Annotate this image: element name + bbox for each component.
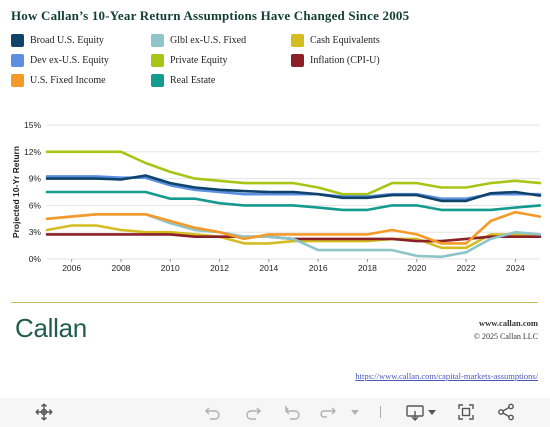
x-tick-label: 2020 (407, 263, 426, 272)
legend-item[interactable]: Real Estate (151, 74, 215, 87)
y-tick-label: 15% (24, 120, 41, 130)
share-icon[interactable] (496, 402, 516, 422)
forward-dropdown-icon[interactable] (345, 402, 365, 422)
legend-swatch (11, 34, 24, 47)
legend-item[interactable]: Cash Equivalents (291, 34, 380, 47)
legend-label: Dev ex-U.S. Equity (30, 55, 109, 66)
y-tick-label: 12% (24, 147, 41, 157)
x-tick-label: 2018 (358, 263, 377, 272)
source-link[interactable]: https://www.callan.com/capital-markets-a… (355, 371, 538, 381)
website-text: www.callan.com (478, 318, 538, 328)
legend-label: U.S. Fixed Income (30, 75, 106, 86)
undo-icon[interactable] (203, 402, 223, 422)
legend-swatch (151, 34, 164, 47)
y-tick-label: 3% (29, 227, 42, 237)
legend-item[interactable]: Broad U.S. Equity (11, 34, 104, 47)
x-tick-label: 2016 (309, 263, 328, 272)
viz-toolbar (0, 398, 550, 427)
series-line (45, 210, 542, 245)
legend-label: Private Equity (170, 55, 228, 66)
chart-legend: Broad U.S. Equity Glbl ex-U.S. Fixed Cash … (11, 34, 441, 94)
legend-label: Broad U.S. Equity (30, 35, 104, 46)
toolbar-separator (380, 406, 381, 418)
x-tick-label: 2024 (506, 263, 525, 272)
reset-icon[interactable] (283, 402, 303, 422)
x-tick-label: 2014 (259, 263, 278, 272)
redo-icon[interactable] (243, 402, 263, 422)
y-axis-label: Projected 10-Yr Return (11, 146, 21, 238)
legend-swatch (11, 54, 24, 67)
legend-item[interactable]: Private Equity (151, 54, 228, 67)
y-tick-label: 0% (29, 254, 42, 264)
series-line (45, 174, 542, 203)
legend-swatch (151, 54, 164, 67)
callan-logo: Callan (15, 313, 87, 343)
footer-divider (11, 302, 538, 303)
copyright-text: © 2025 Callan LLC (473, 332, 538, 341)
move-icon[interactable] (34, 402, 54, 422)
forward-icon[interactable] (318, 402, 338, 422)
line-chart: 0% 3% 6% 9% 12% 15% 2006 2008 2010 2012 2014 2016 20… (11, 120, 542, 272)
legend-swatch (11, 74, 24, 87)
x-tick-label: 2008 (111, 263, 130, 272)
y-tick-label: 9% (29, 174, 42, 184)
legend-label: Glbl ex-U.S. Fixed (170, 35, 247, 46)
legend-swatch (291, 34, 304, 47)
fullscreen-icon[interactable] (456, 402, 476, 422)
download-icon[interactable] (405, 402, 425, 422)
legend-swatch (291, 54, 304, 67)
legend-label: Cash Equivalents (310, 35, 380, 46)
x-tick-label: 2006 (62, 263, 81, 272)
series-line (45, 224, 542, 250)
legend-item[interactable]: Dev ex-U.S. Equity (11, 54, 109, 67)
legend-label: Inflation (CPI-U) (310, 55, 380, 66)
legend-item[interactable]: U.S. Fixed Income (11, 74, 106, 87)
x-tick-label: 2022 (457, 263, 476, 272)
x-tick-label: 2012 (210, 263, 229, 272)
series-line (45, 190, 542, 212)
x-tick-label: 2010 (161, 263, 180, 272)
legend-swatch (151, 74, 164, 87)
legend-item[interactable]: Glbl ex-U.S. Fixed (151, 34, 246, 47)
chart-title: How Callan’s 10-Year Return Assumptions … (11, 8, 410, 23)
legend-item[interactable]: Inflation (CPI-U) (291, 54, 380, 67)
y-tick-label: 6% (29, 200, 42, 210)
series-line (45, 150, 542, 196)
download-dropdown-icon[interactable] (422, 402, 442, 422)
legend-label: Real Estate (170, 75, 216, 86)
